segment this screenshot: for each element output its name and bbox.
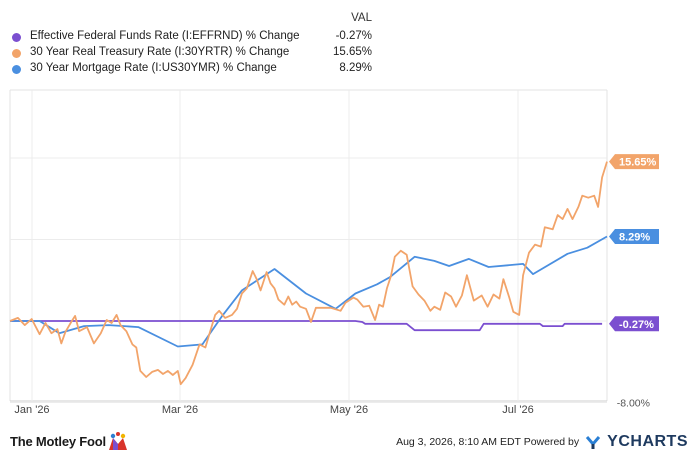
ycharts-logo[interactable]: YCHARTS — [607, 433, 688, 450]
legend-item-value: 8.29% — [339, 62, 372, 74]
x-tick-label: May '26 — [330, 404, 368, 416]
x-tick-label: Jan '26 — [14, 404, 49, 416]
end-value-label: 8.29% — [619, 232, 650, 244]
end-value-label: 15.65% — [619, 157, 657, 169]
ycharts-mark-icon — [586, 436, 601, 449]
legend-dot-icon — [12, 33, 21, 42]
legend-item-fed-funds[interactable]: Effective Federal Funds Rate (I:EFFRND) … — [12, 30, 372, 46]
timestamp: Aug 3, 2026, 8:10 AM EDT Powered by — [396, 436, 580, 448]
y-tick-label: -8.00% — [617, 398, 650, 410]
chart-footer: Aug 3, 2026, 8:10 AM EDT Powered by YCHA… — [396, 432, 688, 452]
series-line-2 — [9, 161, 608, 386]
legend-item-mortgage[interactable]: 30 Year Mortgage Rate (I:US30YMR) % Chan… — [12, 62, 372, 78]
jester-hat-icon — [108, 432, 127, 450]
end-value-flag — [609, 154, 659, 170]
end-value-flag — [609, 316, 659, 332]
x-tick-label: Mar '26 — [162, 404, 198, 416]
end-value-flag — [609, 229, 659, 245]
series-line-1 — [10, 235, 608, 348]
end-value-label: -0.27% — [619, 319, 654, 331]
motley-fool-logo: The Motley Fool — [10, 430, 130, 452]
legend-item-real-treasury[interactable]: 30 Year Real Treasury Rate (I:30YRTR) % … — [12, 46, 372, 62]
legend-value-header: VAL — [351, 12, 372, 24]
legend-item-label: 30 Year Real Treasury Rate (I:30YRTR) % … — [30, 46, 290, 58]
legend-item-value: -0.27% — [335, 30, 372, 42]
legend-dot-icon — [12, 65, 21, 74]
legend-item-label: Effective Federal Funds Rate (I:EFFRND) … — [30, 30, 300, 42]
series-line-0 — [10, 320, 603, 332]
x-tick-label: Jul '26 — [502, 404, 533, 416]
brand-name: The Motley Fool — [10, 433, 106, 449]
legend-item-value: 15.65% — [332, 46, 372, 58]
legend-dot-icon — [12, 49, 21, 58]
legend-item-label: 30 Year Mortgage Rate (I:US30YMR) % Chan… — [30, 62, 277, 74]
